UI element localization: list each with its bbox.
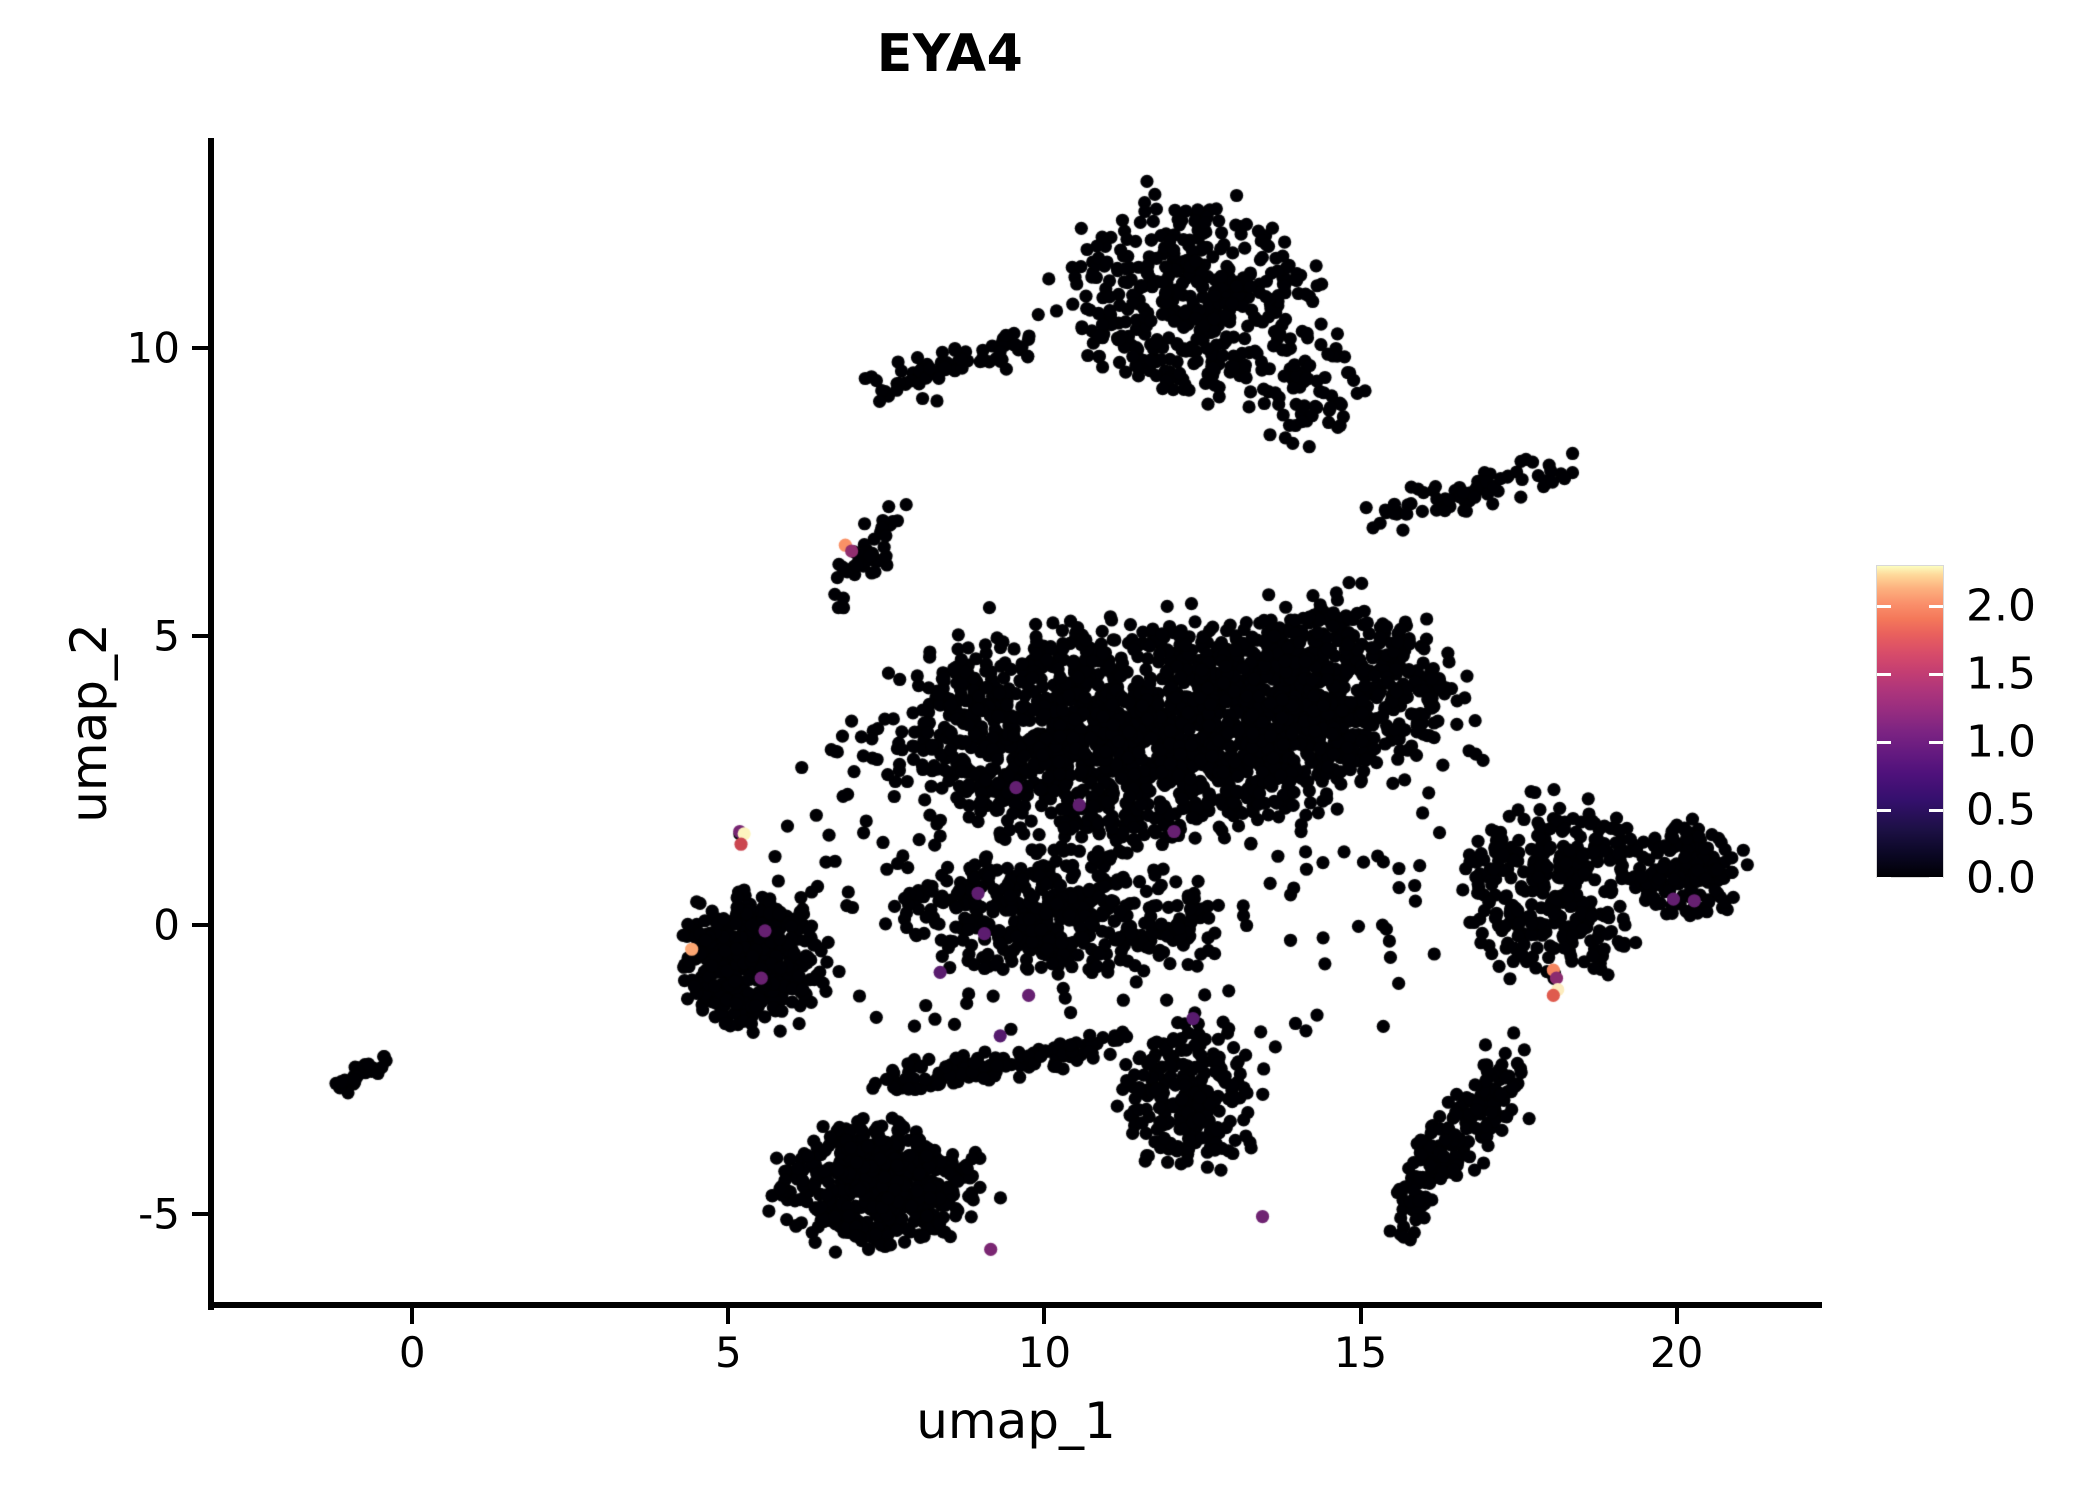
colorbar: [1876, 565, 1944, 880]
y-tick-mark: [192, 634, 208, 639]
colorbar-tick-mark: [1929, 877, 1943, 880]
x-tick-mark: [726, 1308, 731, 1324]
colorbar-tick-mark: [1877, 877, 1891, 880]
colorbar-tick-mark: [1929, 604, 1943, 608]
x-tick-mark: [1042, 1308, 1047, 1324]
y-tick-mark: [192, 923, 208, 928]
colorbar-tick-label: 0.5: [1966, 784, 2036, 836]
colorbar-tick-mark: [1877, 672, 1891, 676]
x-tick-label: 20: [1649, 1328, 1704, 1377]
colorbar-tick-mark: [1929, 740, 1943, 744]
plot-area: [210, 140, 1822, 1306]
x-tick-mark: [1358, 1308, 1363, 1324]
colorbar-tick-mark: [1877, 604, 1891, 608]
y-tick-label: 5: [153, 611, 180, 661]
x-tick-label: 0: [398, 1328, 426, 1377]
colorbar-gradient: [1876, 565, 1944, 878]
x-tick-mark: [1674, 1308, 1679, 1324]
colorbar-tick-mark: [1929, 808, 1943, 812]
colorbar-tick-label: 2.0: [1966, 580, 2036, 632]
x-tick-mark: [410, 1308, 415, 1324]
x-tick-label: 15: [1333, 1328, 1388, 1377]
colorbar-tick-label: 1.0: [1966, 716, 2036, 768]
colorbar-tick-mark: [1877, 808, 1891, 812]
y-tick-label: 0: [153, 900, 180, 950]
y-axis-label: umap_2: [60, 623, 118, 823]
colorbar-tick-mark: [1877, 740, 1891, 744]
colorbar-tick-label: 0.0: [1966, 852, 2036, 904]
y-tick-mark: [192, 1211, 208, 1216]
scatter-plot-canvas: [210, 140, 1822, 1306]
page-title: EYA4: [876, 24, 1024, 84]
colorbar-tick-label: 1.5: [1966, 648, 2036, 700]
x-axis-label: umap_1: [916, 1392, 1116, 1450]
x-tick-label: 5: [714, 1328, 742, 1377]
y-tick-label: -5: [138, 1189, 180, 1239]
y-tick-mark: [192, 345, 208, 350]
colorbar-tick-mark: [1929, 672, 1943, 676]
y-tick-label: 10: [126, 323, 180, 373]
x-tick-label: 10: [1017, 1328, 1072, 1377]
